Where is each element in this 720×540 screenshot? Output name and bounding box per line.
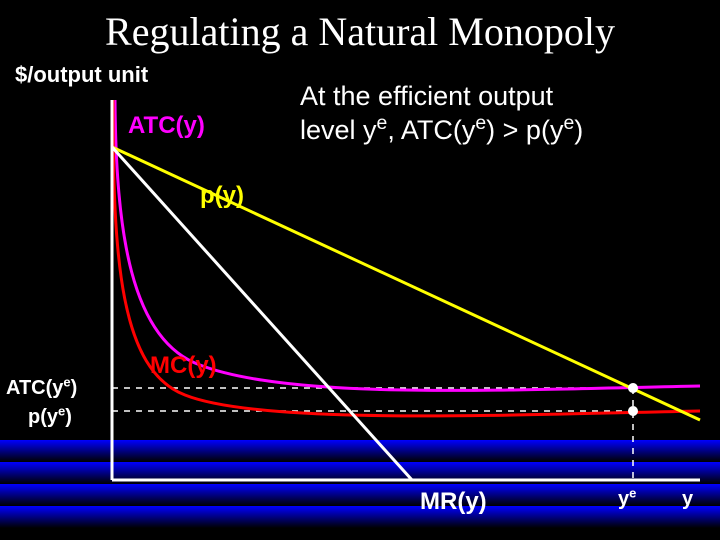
mr-line [112,147,412,480]
atc-at-ye-label: ATC(ye) [6,377,77,400]
ye-label: ye [618,488,636,511]
atc-label: ATC(y) [128,112,205,140]
desc-line2: level ye, ATC(ye) > p(ye) [300,115,583,145]
p-at-ye-dot [628,406,638,416]
p-label: p(y) [200,182,244,210]
desc-line1: At the efficient output [300,81,553,111]
mc-label: MC(y) [150,352,217,380]
slide-title: Regulating a Natural Monopoly [0,8,720,55]
y-axis-label: $/output unit [15,62,148,88]
atc-at-ye-dot [628,383,638,393]
efficiency-caption: At the efficient output level ye, ATC(ye… [300,80,583,148]
x-axis-label: y [682,488,693,511]
p-at-ye-label: p(ye) [28,406,72,429]
mr-label: MR(y) [420,488,487,516]
